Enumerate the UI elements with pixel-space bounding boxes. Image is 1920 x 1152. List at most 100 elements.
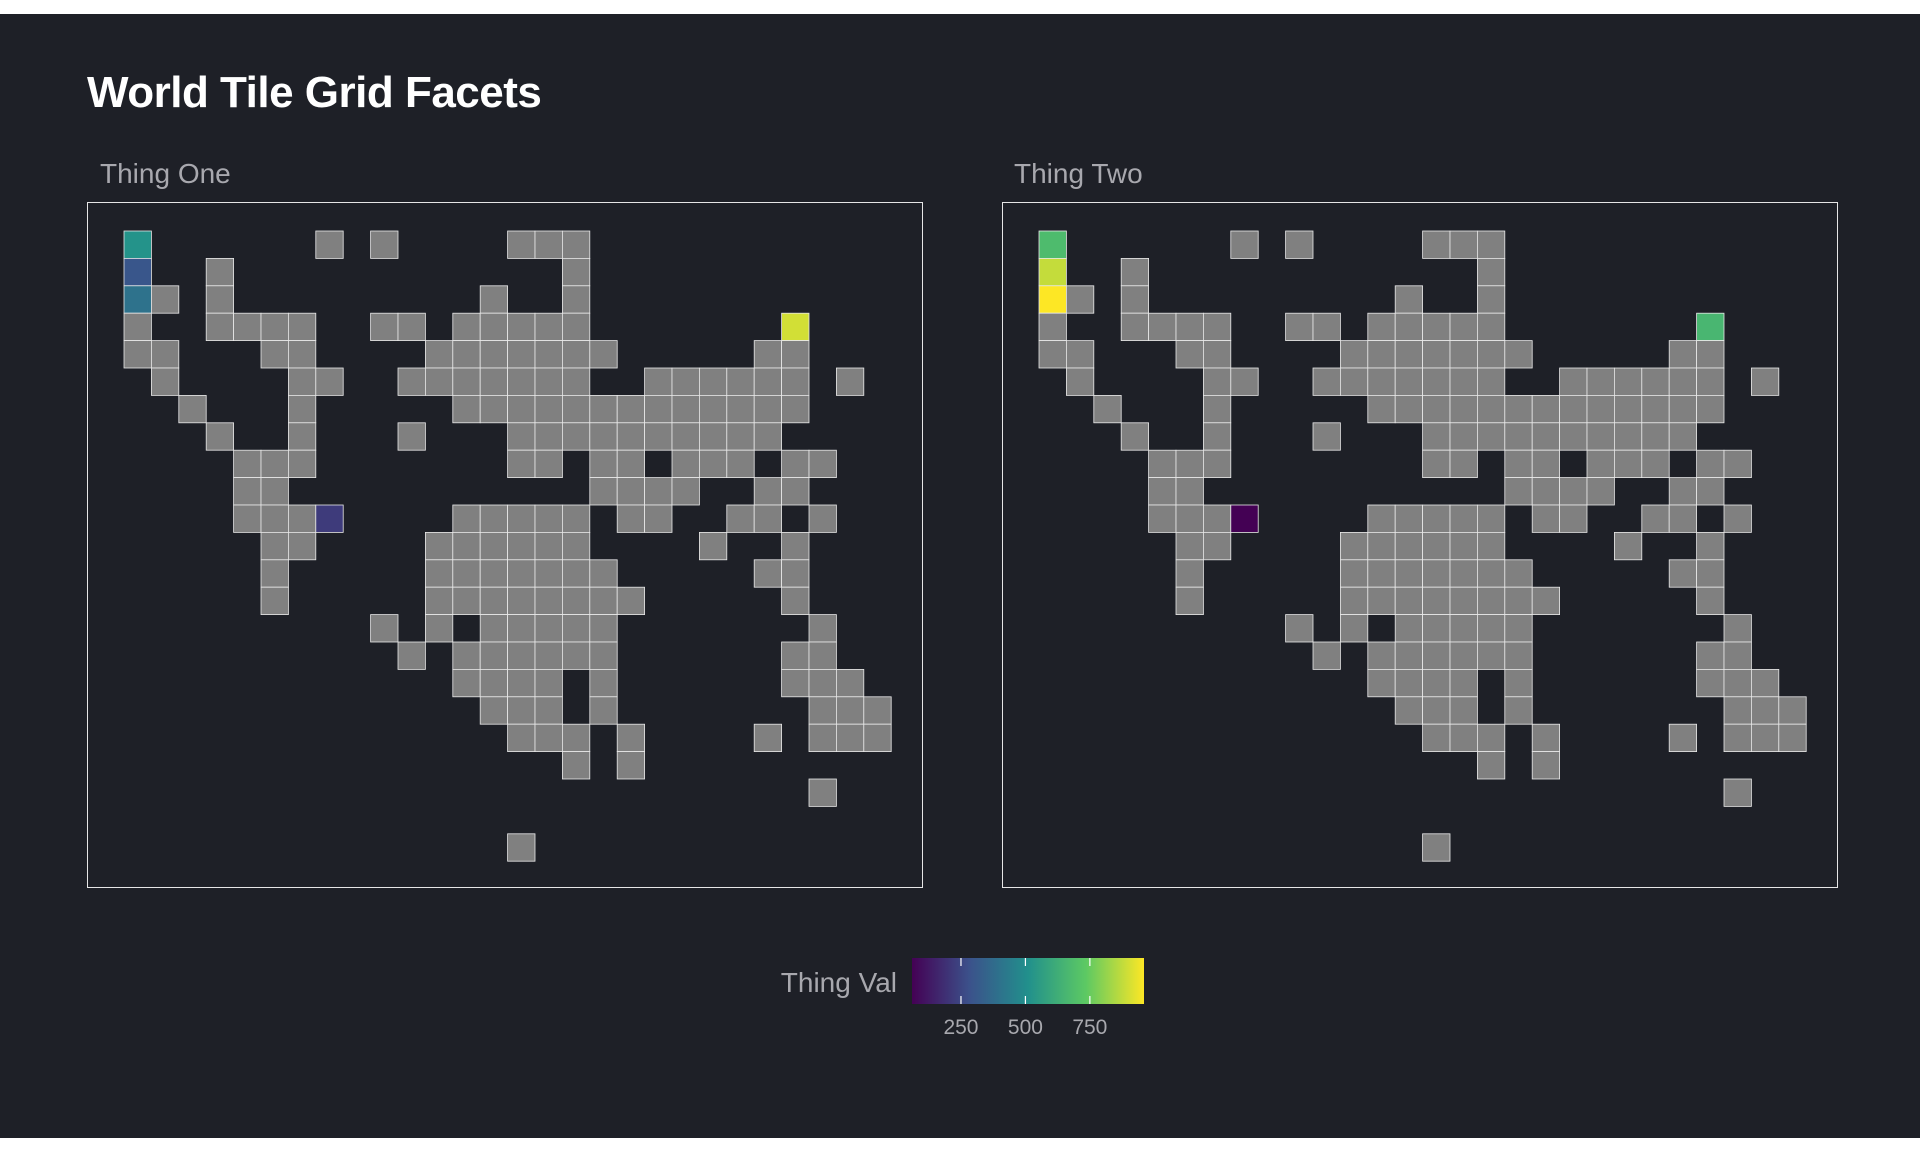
tile bbox=[699, 367, 728, 396]
tile bbox=[123, 340, 152, 369]
tile bbox=[1367, 668, 1396, 698]
tile bbox=[1148, 477, 1177, 506]
tile bbox=[397, 312, 426, 341]
tile bbox=[287, 531, 317, 561]
tile bbox=[1723, 449, 1752, 478]
tile bbox=[1449, 449, 1478, 478]
tile bbox=[589, 641, 618, 670]
facet-panel-thing-one bbox=[87, 202, 923, 888]
tile bbox=[781, 586, 810, 616]
tile bbox=[1066, 367, 1095, 396]
legend-tick-label: 250 bbox=[943, 1016, 979, 1039]
tile bbox=[1586, 422, 1615, 451]
tile bbox=[589, 394, 618, 424]
tile bbox=[534, 504, 563, 533]
tile bbox=[1559, 367, 1588, 396]
tile bbox=[1339, 586, 1369, 616]
tile bbox=[1504, 696, 1533, 725]
tile bbox=[1476, 531, 1506, 561]
tile bbox=[479, 614, 509, 643]
tile bbox=[1504, 641, 1533, 670]
tile bbox=[151, 340, 180, 369]
tile bbox=[1422, 559, 1451, 588]
tile bbox=[507, 367, 536, 396]
tile bbox=[808, 504, 837, 533]
tile bbox=[1751, 723, 1780, 753]
tile bbox=[260, 531, 289, 561]
tile bbox=[616, 422, 646, 451]
tile bbox=[507, 696, 536, 725]
tile bbox=[260, 559, 289, 588]
tile bbox=[1668, 394, 1698, 424]
tile bbox=[1696, 340, 1725, 369]
tile bbox=[287, 367, 317, 396]
tile bbox=[178, 394, 207, 424]
tile bbox=[1202, 531, 1232, 561]
tile-valued bbox=[123, 258, 152, 287]
tile bbox=[315, 367, 344, 396]
tile bbox=[452, 586, 481, 616]
tile bbox=[479, 641, 509, 670]
tile bbox=[479, 367, 509, 396]
tile bbox=[1476, 723, 1506, 753]
tile bbox=[233, 504, 262, 533]
tile bbox=[260, 449, 289, 478]
tile bbox=[1339, 367, 1369, 396]
tile bbox=[1614, 367, 1643, 396]
tile bbox=[589, 559, 618, 588]
tile bbox=[260, 586, 289, 616]
tile bbox=[479, 504, 509, 533]
tile bbox=[452, 367, 481, 396]
tile bbox=[1394, 340, 1424, 369]
tile bbox=[507, 586, 536, 616]
tile bbox=[1641, 422, 1670, 451]
tile bbox=[1449, 340, 1478, 369]
tile bbox=[1422, 614, 1451, 643]
tile bbox=[1175, 449, 1204, 478]
tile bbox=[1668, 340, 1698, 369]
tile bbox=[507, 641, 536, 670]
tile bbox=[507, 422, 536, 451]
tile bbox=[699, 531, 728, 561]
tile bbox=[1230, 367, 1259, 396]
tile bbox=[726, 504, 755, 533]
tile bbox=[781, 367, 810, 396]
tile bbox=[1394, 531, 1424, 561]
tile bbox=[589, 422, 618, 451]
tile bbox=[1723, 641, 1752, 670]
tile bbox=[1476, 422, 1506, 451]
tile bbox=[863, 723, 892, 753]
tile bbox=[507, 449, 536, 478]
tile bbox=[671, 422, 700, 451]
tile bbox=[1394, 696, 1424, 725]
tile bbox=[561, 394, 591, 424]
tile bbox=[781, 394, 810, 424]
tile bbox=[589, 668, 618, 698]
tile bbox=[1696, 559, 1725, 588]
legend-tick-label: 500 bbox=[1007, 1016, 1043, 1039]
tile bbox=[1312, 641, 1341, 670]
tile bbox=[1723, 668, 1752, 698]
tile bbox=[644, 394, 673, 424]
tile bbox=[1422, 668, 1451, 698]
tile bbox=[561, 531, 591, 561]
tile bbox=[452, 531, 481, 561]
tile bbox=[1586, 367, 1615, 396]
tile bbox=[233, 477, 262, 506]
tile bbox=[561, 258, 591, 287]
tile bbox=[616, 751, 646, 780]
tile bbox=[534, 668, 563, 698]
tile bbox=[1559, 504, 1588, 533]
tile bbox=[1202, 340, 1232, 369]
tile bbox=[287, 394, 317, 424]
tile bbox=[1476, 367, 1506, 396]
tile bbox=[1559, 477, 1588, 506]
tile bbox=[699, 394, 728, 424]
tile bbox=[561, 312, 591, 341]
tile bbox=[808, 723, 837, 753]
tile bbox=[1586, 477, 1615, 506]
tile bbox=[561, 340, 591, 369]
facet-label-thing-two: Thing Two bbox=[1014, 158, 1143, 189]
tile bbox=[1066, 285, 1095, 314]
tile-valued bbox=[1696, 312, 1725, 341]
